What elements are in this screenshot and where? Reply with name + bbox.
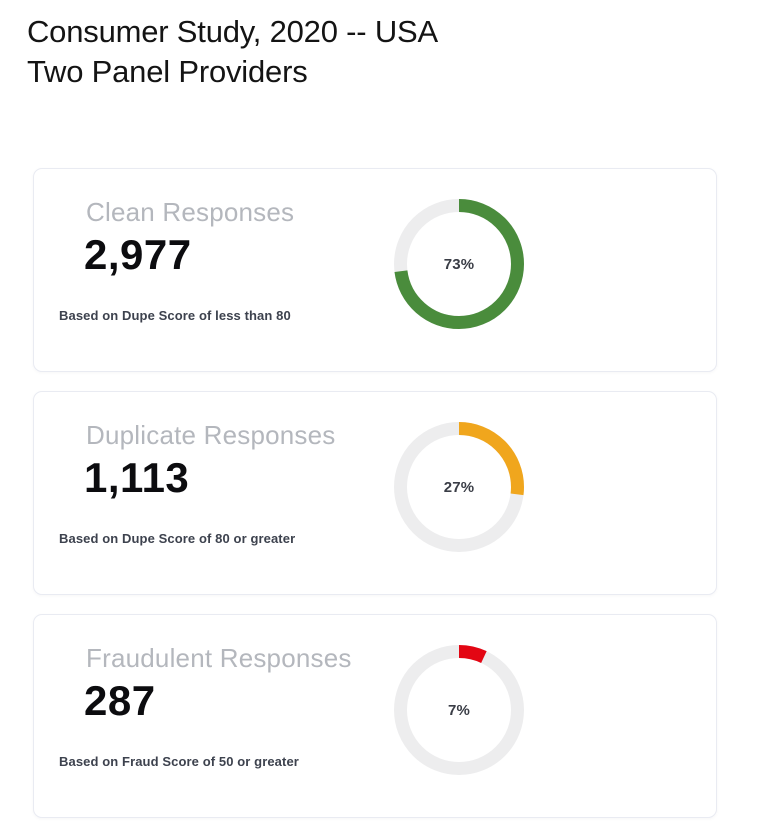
card-title: Fraudulent Responses (86, 643, 352, 673)
page-title: Consumer Study, 2020 -- USA Two Panel Pr… (27, 12, 438, 92)
donut-progress-arc (394, 199, 524, 329)
card-count-value: 287 (84, 677, 156, 724)
page-title-line1: Consumer Study, 2020 -- USA (27, 14, 438, 49)
card-title: Duplicate Responses (86, 420, 336, 450)
donut-chart-clean: 73% (394, 199, 524, 329)
kpi-card-list: Clean Responses 2,977 Based on Dupe Scor… (33, 168, 717, 837)
card-title: Clean Responses (86, 197, 295, 227)
donut-percent-label: 73% (443, 255, 475, 273)
donut-chart-duplicate: 27% (394, 422, 524, 552)
donut-chart-svg (394, 199, 524, 329)
donut-progress-arc (394, 422, 524, 552)
donut-percent-label: 7% (447, 701, 471, 719)
donut-chart-svg (394, 422, 524, 552)
card-duplicate-responses: Duplicate Responses 1,113 Based on Dupe … (33, 391, 717, 595)
page-title-line2: Two Panel Providers (27, 54, 308, 89)
donut-chart-fraudulent: 7% (394, 645, 524, 775)
card-count-value: 2,977 (84, 231, 192, 278)
card-fraudulent-responses: Fraudulent Responses 287 Based on Fraud … (33, 614, 717, 818)
donut-progress-arc (394, 645, 524, 775)
card-footnote: Based on Dupe Score of 80 or greater (59, 531, 296, 546)
card-footnote: Based on Fraud Score of 50 or greater (59, 754, 299, 769)
card-footnote: Based on Dupe Score of less than 80 (59, 308, 291, 323)
card-count-value: 1,113 (84, 454, 190, 501)
donut-chart-svg (394, 645, 524, 775)
card-clean-responses: Clean Responses 2,977 Based on Dupe Scor… (33, 168, 717, 372)
donut-percent-label: 27% (443, 478, 475, 496)
